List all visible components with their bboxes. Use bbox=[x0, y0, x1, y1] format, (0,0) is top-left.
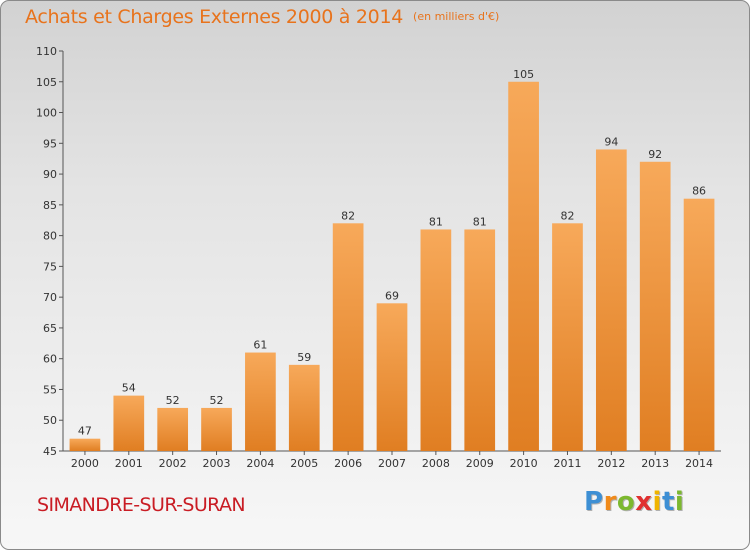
bar-2013 bbox=[639, 161, 671, 451]
bar-value-label: 52 bbox=[210, 394, 224, 407]
bar-value-label: 92 bbox=[648, 148, 662, 161]
bar-2009 bbox=[464, 229, 496, 451]
y-tick-label: 105 bbox=[36, 76, 57, 89]
y-tick-label: 95 bbox=[43, 137, 57, 150]
bar-value-label: 86 bbox=[692, 185, 706, 198]
bar-2007 bbox=[376, 303, 408, 451]
bar-value-label: 47 bbox=[78, 425, 92, 438]
x-tick-label: 2009 bbox=[466, 457, 494, 470]
logo-letter: x bbox=[635, 487, 653, 517]
bar-value-label: 94 bbox=[604, 135, 618, 148]
bar-2011 bbox=[552, 223, 583, 451]
y-tick-label: 85 bbox=[43, 199, 57, 212]
x-tick-label: 2003 bbox=[203, 457, 231, 470]
x-tick-label: 2007 bbox=[378, 457, 406, 470]
bar-value-label: 82 bbox=[560, 209, 574, 222]
bar-2000 bbox=[69, 438, 101, 451]
y-tick-label: 75 bbox=[43, 260, 57, 273]
logo-letter: t bbox=[661, 487, 675, 517]
y-tick-label: 65 bbox=[43, 322, 57, 335]
bar-value-label: 52 bbox=[166, 394, 180, 407]
y-tick-label: 80 bbox=[43, 230, 57, 243]
x-tick-label: 2002 bbox=[159, 457, 187, 470]
bar-2014 bbox=[683, 198, 715, 451]
x-tick-label: 2005 bbox=[290, 457, 318, 470]
bar-2008 bbox=[420, 229, 452, 451]
x-tick-label: 2013 bbox=[641, 457, 669, 470]
x-tick-label: 2006 bbox=[334, 457, 362, 470]
logo-letter: i bbox=[674, 487, 685, 517]
bar-value-label: 105 bbox=[513, 68, 534, 81]
x-tick-label: 2012 bbox=[597, 457, 625, 470]
bar-value-label: 59 bbox=[297, 351, 311, 364]
logo-letter: r bbox=[603, 487, 617, 517]
chart-title-text: Achats et Charges Externes 2000 à 2014 bbox=[25, 6, 404, 28]
x-tick-label: 2000 bbox=[71, 457, 99, 470]
bar-value-label: 82 bbox=[341, 209, 355, 222]
y-tick-label: 110 bbox=[36, 45, 57, 58]
bar-2001 bbox=[113, 395, 145, 451]
y-tick-label: 45 bbox=[43, 445, 57, 458]
chart-title: Achats et Charges Externes 2000 à 2014 (e… bbox=[25, 6, 499, 28]
bar-2005 bbox=[288, 364, 320, 451]
proxiti-logo: Proxiti bbox=[584, 487, 684, 517]
commune-name: SIMANDRE-SUR-SURAN bbox=[37, 494, 246, 516]
x-tick-label: 2010 bbox=[510, 457, 538, 470]
x-tick-label: 2011 bbox=[553, 457, 581, 470]
y-tick-label: 50 bbox=[43, 414, 57, 427]
bar-2003 bbox=[201, 407, 232, 451]
y-tick-label: 70 bbox=[43, 291, 57, 304]
y-tick-label: 100 bbox=[36, 107, 57, 120]
y-tick-label: 60 bbox=[43, 353, 57, 366]
bar-2002 bbox=[157, 407, 189, 451]
bar-value-label: 69 bbox=[385, 289, 399, 302]
bar-2010 bbox=[508, 81, 539, 452]
bar-value-label: 61 bbox=[253, 339, 267, 352]
y-tick-label: 55 bbox=[43, 383, 57, 396]
bar-2012 bbox=[595, 149, 627, 451]
x-tick-label: 2008 bbox=[422, 457, 450, 470]
bar-value-label: 81 bbox=[429, 215, 443, 228]
bar-value-label: 54 bbox=[122, 382, 136, 395]
bar-2006 bbox=[332, 223, 364, 451]
logo-letter: i bbox=[652, 487, 662, 517]
x-axis: 2000 2001 2002 2003 2004 2005 2006 2007 2008 2009… bbox=[63, 450, 721, 470]
bar-2004 bbox=[245, 352, 276, 451]
x-tick-label: 2014 bbox=[685, 457, 713, 470]
bar-value-label: 81 bbox=[473, 215, 487, 228]
logo-letter: P bbox=[584, 487, 604, 517]
x-tick-label: 2001 bbox=[115, 457, 143, 470]
y-tick-label: 90 bbox=[43, 168, 57, 181]
chart-unit-note: (en milliers d'€) bbox=[413, 10, 500, 23]
x-tick-label: 2004 bbox=[246, 457, 274, 470]
logo-letter: o bbox=[616, 487, 636, 517]
bars: 47 54 52 52 61 59 82 69 81 81 105 82 94 92 86 bbox=[69, 68, 715, 452]
y-axis: 45 50 55 60 65 70 75 80 85 90 95 100 105 110 bbox=[36, 45, 64, 458]
